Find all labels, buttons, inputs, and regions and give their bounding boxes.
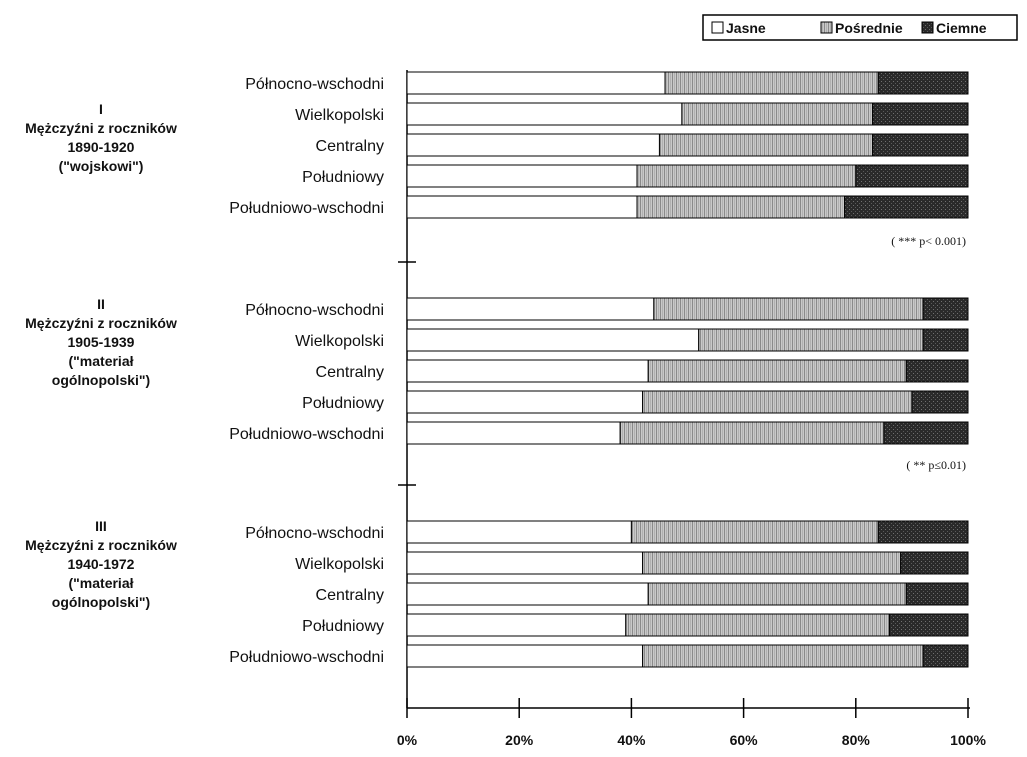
x-tick-label: 60%: [730, 732, 759, 748]
bar-segment-posrednie: [647, 582, 907, 606]
bar-segment-ciemne: [844, 195, 969, 219]
bar-segment-posrednie: [647, 359, 907, 383]
category-label-poludniowo-wschodni: Południowo-wschodni: [229, 426, 384, 443]
group-label-line: 1940-1972: [68, 556, 135, 572]
bar-segment-jasne: [406, 390, 644, 414]
significance-note: ( *** p< 0.001): [891, 234, 966, 248]
category-label-poludniowo-wschodni: Południowo-wschodni: [229, 200, 384, 217]
bar-segment-posrednie: [664, 71, 879, 95]
category-label-polnocno-wschodni: Północno-wschodni: [245, 302, 384, 319]
bar-segment-posrednie: [698, 328, 924, 352]
bar-segment-jasne: [406, 551, 644, 575]
bar-segment-ciemne: [888, 613, 969, 637]
bar-segment-posrednie: [658, 133, 874, 157]
category-label-polnocno-wschodni: Północno-wschodni: [245, 76, 384, 93]
category-label-wielkopolski: Wielkopolski: [295, 556, 384, 573]
bar-segment-posrednie: [619, 421, 885, 445]
bar-segment-posrednie: [625, 613, 890, 637]
bar-segment-jasne: [406, 297, 655, 321]
x-tick-label: 80%: [842, 732, 871, 748]
bar-segment-posrednie: [642, 644, 924, 668]
category-label-centralny: Centralny: [316, 587, 384, 604]
plot-area: I Mężczyźni z roczników 1890-1920 ("wojskow…: [25, 71, 969, 668]
x-tick-label: 40%: [617, 732, 646, 748]
bar-segment-jasne: [406, 164, 638, 188]
group-label-line: ogólnopolski"): [52, 372, 150, 388]
category-label-centralny: Centralny: [316, 138, 384, 155]
bar-segment-ciemne: [855, 164, 969, 188]
bar-segment-posrednie: [681, 102, 874, 126]
bar-segment-jasne: [406, 102, 683, 126]
legend-label-ciemne: Ciemne: [936, 20, 987, 36]
group-label-line: I: [99, 101, 103, 117]
bar-segment-ciemne: [877, 71, 969, 95]
group-label-line: Mężczyźni z roczników: [25, 315, 177, 331]
x-tick-label: 0%: [397, 732, 418, 748]
legend-label-posrednie: Pośrednie: [835, 20, 903, 36]
bar-segment-posrednie: [642, 390, 913, 414]
legend-label-jasne: Jasne: [726, 20, 766, 36]
group-label-line: 1890-1920: [68, 139, 135, 155]
category-label-poludniowy: Południowy: [302, 169, 384, 186]
bar-segment-jasne: [406, 328, 700, 352]
bar-segment-jasne: [406, 421, 621, 445]
bar-segment-ciemne: [905, 359, 969, 383]
bar-segment-ciemne: [922, 328, 969, 352]
bar-segment-ciemne: [922, 297, 969, 321]
legend-swatch-posrednie: [820, 21, 833, 34]
category-label-poludniowo-wschodni: Południowo-wschodni: [229, 649, 384, 666]
bar-segment-posrednie: [636, 195, 846, 219]
group-label-line: 1905-1939: [68, 334, 135, 350]
bar-segment-jasne: [406, 133, 660, 157]
group-2: II Mężczyźni z roczników 1905-1939 ("materi…: [25, 296, 969, 472]
bar-segment-ciemne: [900, 551, 969, 575]
category-label-centralny: Centralny: [316, 364, 384, 381]
group-1: I Mężczyźni z roczników 1890-1920 ("wojskow…: [25, 71, 969, 248]
bar-segment-ciemne: [905, 582, 969, 606]
category-label-poludniowy: Południowy: [302, 618, 384, 635]
bar-segment-jasne: [406, 195, 638, 219]
legend-box: [702, 14, 1018, 41]
x-tick-label: 100%: [950, 732, 986, 748]
bar-segment-ciemne: [922, 644, 969, 668]
group-label-line: ("wojskowi"): [59, 158, 144, 174]
significance-note: ( ** p≤0.01): [906, 458, 966, 472]
bar-segment-posrednie: [630, 520, 879, 544]
chart-legend: Jasne Pośrednie Ciemne: [702, 14, 1018, 41]
x-tick-label: 20%: [505, 732, 534, 748]
group-label-line: II: [97, 296, 105, 312]
bar-segment-ciemne: [911, 390, 969, 414]
bar-segment-posrednie: [642, 551, 902, 575]
group-label-line: ("materiał: [69, 353, 134, 369]
category-label-polnocno-wschodni: Północno-wschodni: [245, 525, 384, 542]
bar-segment-posrednie: [653, 297, 924, 321]
bar-segment-jasne: [406, 644, 644, 668]
bar-segment-jasne: [406, 520, 632, 544]
category-label-wielkopolski: Wielkopolski: [295, 107, 384, 124]
group-3: III Mężczyźni z roczników 1940-1972 ("mater…: [25, 518, 969, 668]
legend-swatch-jasne: [711, 21, 724, 34]
bar-segment-ciemne: [872, 102, 969, 126]
bar-segment-jasne: [406, 359, 649, 383]
bar-segment-jasne: [406, 582, 649, 606]
bar-segment-ciemne: [877, 520, 969, 544]
bar-segment-jasne: [406, 71, 666, 95]
legend-swatch-ciemne: [921, 21, 934, 34]
category-label-poludniowy: Południowy: [302, 395, 384, 412]
bar-segment-posrednie: [636, 164, 857, 188]
bar-segment-ciemne: [872, 133, 969, 157]
category-label-wielkopolski: Wielkopolski: [295, 333, 384, 350]
group-label-line: ("materiał: [69, 575, 134, 591]
bar-segment-jasne: [406, 613, 627, 637]
group-label-line: ogólnopolski"): [52, 594, 150, 610]
bar-segment-ciemne: [883, 421, 969, 445]
group-label-line: Mężczyźni z roczników: [25, 537, 177, 553]
group-label-line: III: [95, 518, 107, 534]
group-label-line: Mężczyźni z roczników: [25, 120, 177, 136]
